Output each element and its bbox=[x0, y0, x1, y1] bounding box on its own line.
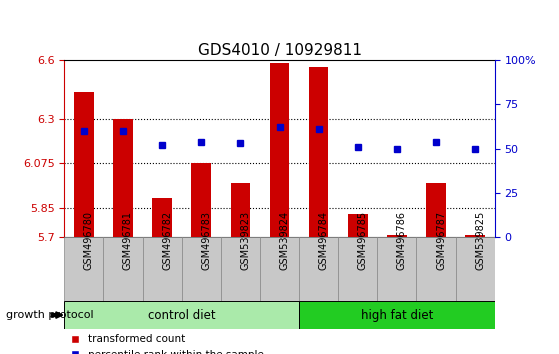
Bar bbox=[466, 235, 485, 237]
Bar bbox=[221, 237, 260, 301]
Legend: transformed count, percentile rank within the sample: transformed count, percentile rank withi… bbox=[69, 335, 264, 354]
Text: growth protocol: growth protocol bbox=[6, 310, 93, 320]
Bar bbox=[74, 92, 93, 237]
Text: GSM496783: GSM496783 bbox=[201, 211, 211, 270]
Bar bbox=[416, 237, 456, 301]
Bar bbox=[113, 119, 133, 237]
Bar bbox=[152, 198, 172, 237]
Bar bbox=[348, 213, 368, 237]
Text: GSM539825: GSM539825 bbox=[475, 211, 485, 270]
Text: control diet: control diet bbox=[148, 309, 215, 321]
Bar bbox=[64, 301, 299, 329]
Text: GSM496782: GSM496782 bbox=[162, 211, 172, 270]
Bar bbox=[387, 235, 407, 237]
Bar bbox=[192, 164, 211, 237]
Text: GSM496786: GSM496786 bbox=[397, 211, 407, 270]
Bar bbox=[182, 237, 221, 301]
Text: GSM539823: GSM539823 bbox=[240, 211, 250, 270]
Bar bbox=[338, 237, 377, 301]
Text: high fat diet: high fat diet bbox=[361, 309, 433, 321]
Title: GDS4010 / 10929811: GDS4010 / 10929811 bbox=[197, 42, 362, 58]
Bar bbox=[260, 237, 299, 301]
Text: GSM496784: GSM496784 bbox=[319, 211, 329, 270]
Bar bbox=[309, 67, 329, 237]
Bar bbox=[64, 237, 103, 301]
Text: GSM539824: GSM539824 bbox=[280, 211, 290, 270]
Bar bbox=[299, 301, 495, 329]
Bar bbox=[299, 237, 338, 301]
Text: GSM496781: GSM496781 bbox=[123, 211, 133, 270]
Bar bbox=[427, 183, 446, 237]
Text: GSM496785: GSM496785 bbox=[358, 211, 368, 270]
Bar bbox=[143, 237, 182, 301]
Bar bbox=[456, 237, 495, 301]
Bar bbox=[231, 183, 250, 237]
Bar bbox=[103, 237, 143, 301]
Bar bbox=[377, 237, 416, 301]
Text: GSM496780: GSM496780 bbox=[84, 211, 94, 270]
Text: GSM496787: GSM496787 bbox=[436, 211, 446, 270]
Bar bbox=[270, 63, 290, 237]
